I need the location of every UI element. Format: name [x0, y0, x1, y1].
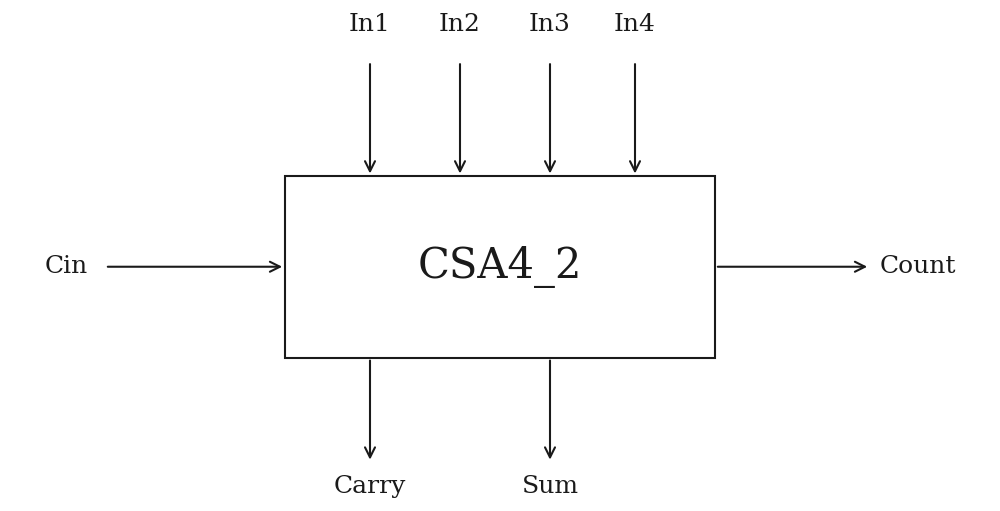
Text: Sum: Sum	[522, 475, 578, 498]
Text: CSA4_2: CSA4_2	[418, 246, 582, 288]
Text: In2: In2	[439, 13, 481, 36]
Text: Cin: Cin	[45, 255, 88, 278]
Bar	[285, 176, 715, 358]
Text: In3: In3	[529, 13, 571, 36]
Text: Carry: Carry	[334, 475, 406, 498]
Text: In1: In1	[349, 13, 391, 36]
Text: Count: Count	[880, 255, 956, 278]
Text: In4: In4	[614, 13, 656, 36]
